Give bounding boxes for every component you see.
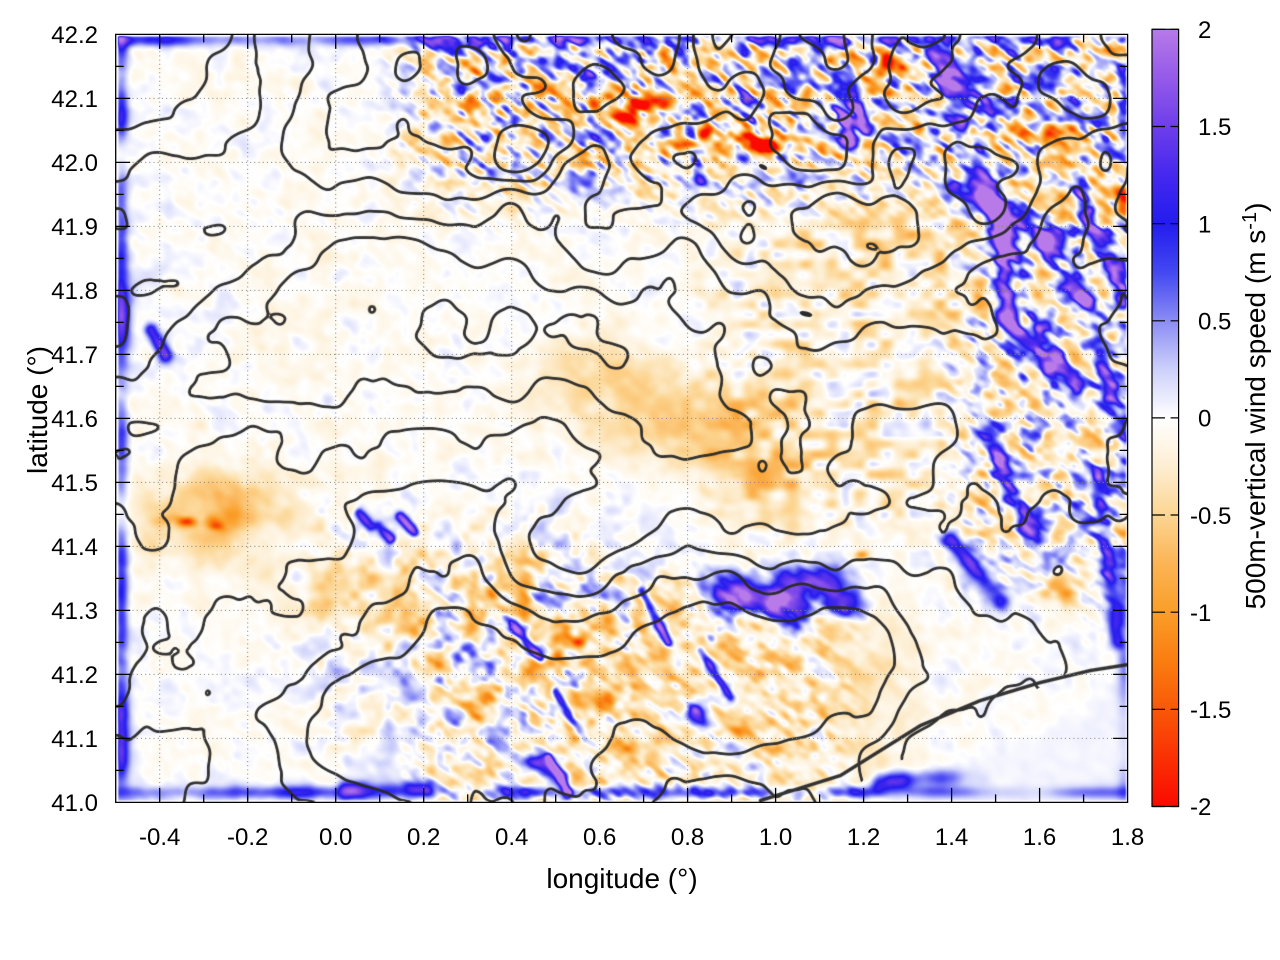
svg-text:longitude (°): longitude (°) — [546, 863, 697, 894]
svg-text:1.2: 1.2 — [847, 824, 880, 851]
svg-text:1.0: 1.0 — [759, 824, 792, 851]
svg-text:-1.5: -1.5 — [1190, 697, 1231, 724]
svg-text:1.4: 1.4 — [935, 824, 968, 851]
svg-text:latitude (°): latitude (°) — [22, 346, 53, 474]
svg-text:41.8: 41.8 — [51, 278, 98, 305]
svg-text:0.6: 0.6 — [583, 824, 616, 851]
svg-text:41.0: 41.0 — [51, 790, 98, 817]
svg-text:41.7: 41.7 — [51, 342, 98, 369]
svg-text:41.1: 41.1 — [51, 726, 98, 753]
svg-text:1.5: 1.5 — [1198, 114, 1231, 141]
svg-text:41.9: 41.9 — [51, 214, 98, 241]
svg-text:-0.4: -0.4 — [139, 824, 180, 851]
svg-text:-0.2: -0.2 — [227, 824, 268, 851]
svg-text:0.8: 0.8 — [671, 824, 704, 851]
svg-text:0: 0 — [1198, 406, 1211, 433]
svg-text:0.0: 0.0 — [319, 824, 352, 851]
svg-text:-2: -2 — [1190, 794, 1211, 821]
svg-text:-0.5: -0.5 — [1190, 503, 1231, 530]
svg-text:-1: -1 — [1190, 600, 1211, 627]
svg-text:41.4: 41.4 — [51, 534, 98, 561]
svg-text:41.3: 41.3 — [51, 598, 98, 625]
svg-text:0.5: 0.5 — [1198, 309, 1231, 336]
svg-text:42.0: 42.0 — [51, 150, 98, 177]
svg-text:0.2: 0.2 — [407, 824, 440, 851]
svg-text:1: 1 — [1198, 211, 1211, 238]
svg-text:41.2: 41.2 — [51, 662, 98, 689]
svg-text:2: 2 — [1198, 17, 1211, 44]
svg-text:41.6: 41.6 — [51, 406, 98, 433]
svg-text:500m-vertical wind speed (m s-: 500m-vertical wind speed (m s-1) — [1239, 203, 1271, 610]
svg-text:42.1: 42.1 — [51, 86, 98, 113]
svg-text:0.4: 0.4 — [495, 824, 528, 851]
svg-text:1.6: 1.6 — [1023, 824, 1056, 851]
svg-text:1.8: 1.8 — [1111, 824, 1144, 851]
svg-text:41.5: 41.5 — [51, 470, 98, 497]
svg-text:42.2: 42.2 — [51, 22, 98, 49]
